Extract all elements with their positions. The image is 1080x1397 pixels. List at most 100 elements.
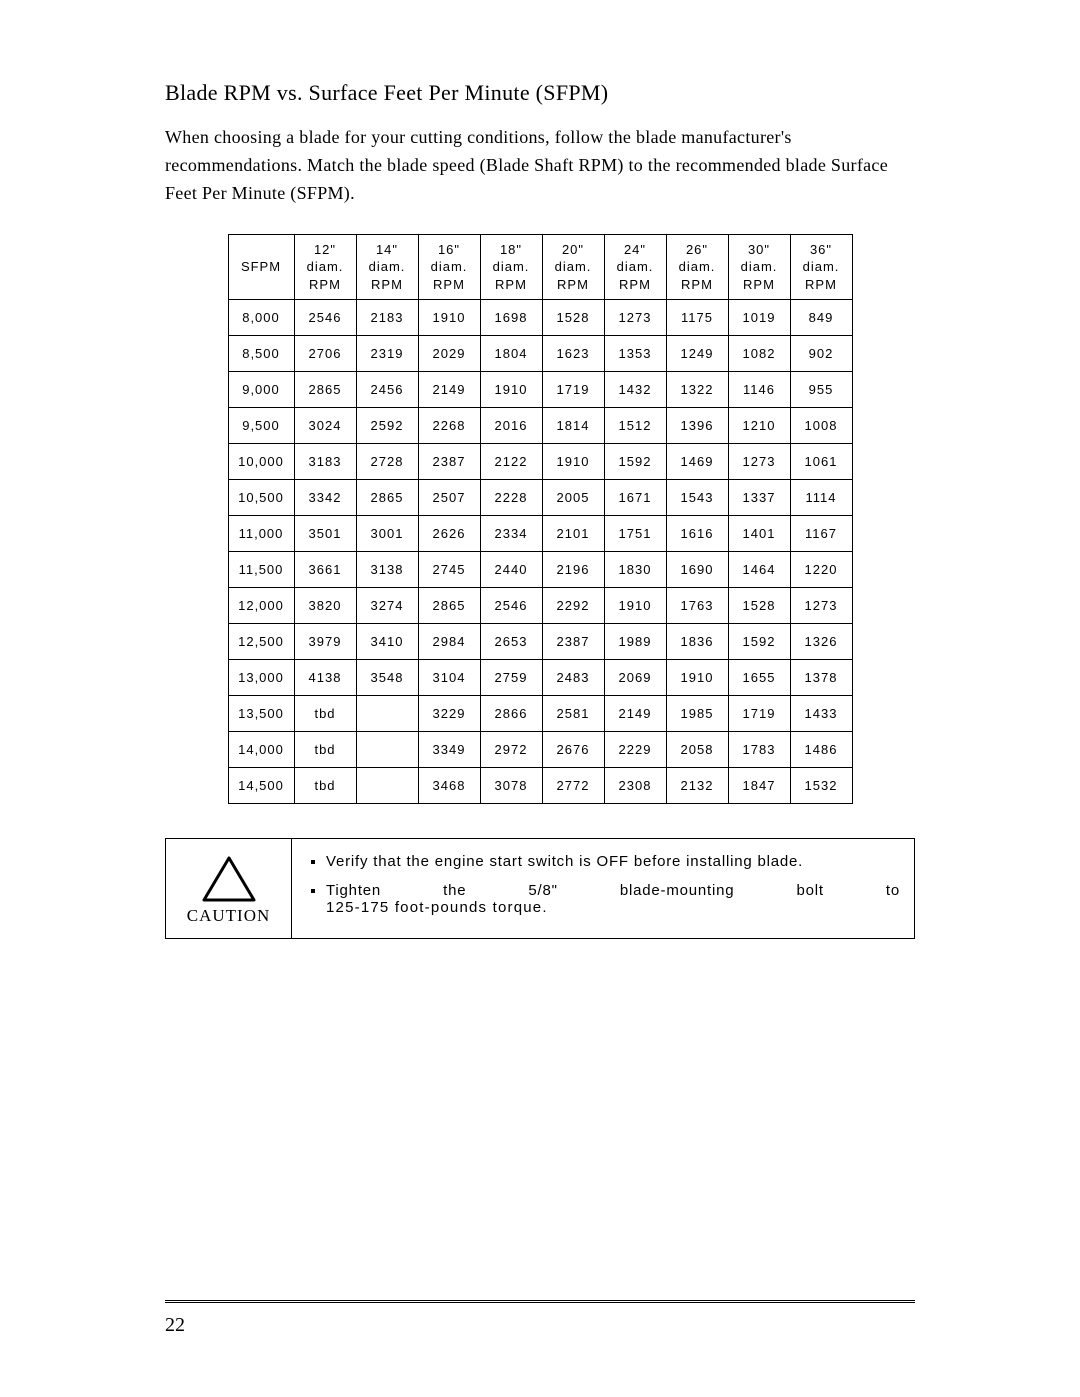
cell-rpm: 1910 [666, 660, 728, 696]
cell-sfpm: 11,500 [228, 552, 294, 588]
cell-rpm: 1910 [480, 372, 542, 408]
cell-rpm: 2101 [542, 516, 604, 552]
cell-rpm: 1432 [604, 372, 666, 408]
cell-rpm: 1719 [728, 696, 790, 732]
section-heading: Blade RPM vs. Surface Feet Per Minute (S… [165, 80, 915, 106]
cell-rpm: 1698 [480, 300, 542, 336]
cell-rpm: 1210 [728, 408, 790, 444]
table-row: 14,000tbd3349297226762229205817831486 [228, 732, 852, 768]
cell-rpm: 2865 [294, 372, 356, 408]
cell-rpm: 1322 [666, 372, 728, 408]
cell-rpm: 2972 [480, 732, 542, 768]
cell-rpm: 3468 [418, 768, 480, 804]
cell-rpm: 2016 [480, 408, 542, 444]
cell-rpm: 1804 [480, 336, 542, 372]
cell-rpm [356, 696, 418, 732]
table-row: 11,0003501300126262334210117511616140111… [228, 516, 852, 552]
cell-rpm: 1433 [790, 696, 852, 732]
cell-rpm: 2653 [480, 624, 542, 660]
cell-rpm: 2546 [294, 300, 356, 336]
cell-rpm: 1337 [728, 480, 790, 516]
table-row: 11,5003661313827452440219618301690146412… [228, 552, 852, 588]
cell-rpm: 2058 [666, 732, 728, 768]
col-header-diam: 24"diam.RPM [604, 234, 666, 300]
col-header-diam: 12"diam.RPM [294, 234, 356, 300]
cell-rpm: 2865 [356, 480, 418, 516]
cell-rpm: tbd [294, 696, 356, 732]
cell-rpm [356, 768, 418, 804]
cell-rpm: 3183 [294, 444, 356, 480]
table-row: 10,0003183272823872122191015921469127310… [228, 444, 852, 480]
col-header-diam: 30"diam.RPM [728, 234, 790, 300]
caution-text-cell: Verify that the engine start switch is O… [292, 839, 914, 938]
cell-rpm: 2772 [542, 768, 604, 804]
cell-rpm: 2440 [480, 552, 542, 588]
cell-rpm: 1167 [790, 516, 852, 552]
cell-rpm: 2319 [356, 336, 418, 372]
cell-rpm: 1469 [666, 444, 728, 480]
table-row: 10,5003342286525072228200516711543133711… [228, 480, 852, 516]
cell-rpm: 1847 [728, 768, 790, 804]
caution-box: CAUTION Verify that the engine start swi… [165, 838, 915, 939]
cell-rpm: 3820 [294, 588, 356, 624]
cell-rpm: 1690 [666, 552, 728, 588]
cell-rpm: 902 [790, 336, 852, 372]
caution-list: Verify that the engine start switch is O… [308, 853, 900, 916]
cell-rpm: 1532 [790, 768, 852, 804]
cell-rpm: 2149 [604, 696, 666, 732]
cell-rpm: 1061 [790, 444, 852, 480]
intro-paragraph: When choosing a blade for your cutting c… [165, 124, 915, 208]
table-row: 14,500tbd3468307827722308213218471532 [228, 768, 852, 804]
cell-sfpm: 10,500 [228, 480, 294, 516]
caution-label: CAUTION [187, 906, 271, 926]
cell-rpm: 1616 [666, 516, 728, 552]
cell-rpm: 955 [790, 372, 852, 408]
cell-rpm: 1326 [790, 624, 852, 660]
cell-rpm: 1512 [604, 408, 666, 444]
cell-rpm: 2483 [542, 660, 604, 696]
cell-rpm: 2456 [356, 372, 418, 408]
table-row: 8,50027062319202918041623135312491082902 [228, 336, 852, 372]
cell-rpm: 3024 [294, 408, 356, 444]
table-row: 9,00028652456214919101719143213221146955 [228, 372, 852, 408]
cell-rpm: 3410 [356, 624, 418, 660]
cell-rpm: 1910 [418, 300, 480, 336]
cell-rpm: 2706 [294, 336, 356, 372]
cell-rpm: 1082 [728, 336, 790, 372]
rpm-table: SFPM12"diam.RPM14"diam.RPM16"diam.RPM18"… [228, 234, 853, 805]
cell-rpm: 1763 [666, 588, 728, 624]
table-body: 8,00025462183191016981528127311751019849… [228, 300, 852, 804]
cell-rpm: 1114 [790, 480, 852, 516]
cell-rpm: 3979 [294, 624, 356, 660]
cell-sfpm: 13,000 [228, 660, 294, 696]
cell-rpm: 1830 [604, 552, 666, 588]
cell-rpm: 1836 [666, 624, 728, 660]
caution-icon-cell: CAUTION [166, 839, 292, 938]
cell-rpm: 1273 [728, 444, 790, 480]
cell-rpm: 2745 [418, 552, 480, 588]
cell-rpm: 2984 [418, 624, 480, 660]
cell-rpm: 1910 [604, 588, 666, 624]
cell-rpm: 1401 [728, 516, 790, 552]
cell-rpm: 2029 [418, 336, 480, 372]
footer-rule [165, 1300, 915, 1305]
cell-sfpm: 10,000 [228, 444, 294, 480]
cell-sfpm: 14,000 [228, 732, 294, 768]
cell-rpm: 1464 [728, 552, 790, 588]
cell-rpm: 2759 [480, 660, 542, 696]
cell-sfpm: 9,500 [228, 408, 294, 444]
col-header-diam: 14"diam.RPM [356, 234, 418, 300]
cell-rpm: 3104 [418, 660, 480, 696]
cell-rpm: 2626 [418, 516, 480, 552]
table-row: 9,50030242592226820161814151213961210100… [228, 408, 852, 444]
col-header-diam: 20"diam.RPM [542, 234, 604, 300]
cell-rpm: 1783 [728, 732, 790, 768]
caution-item: Verify that the engine start switch is O… [326, 853, 900, 870]
cell-rpm: 1543 [666, 480, 728, 516]
cell-rpm: 2387 [542, 624, 604, 660]
cell-rpm: 1528 [728, 588, 790, 624]
cell-rpm: 1910 [542, 444, 604, 480]
cell-rpm: 2268 [418, 408, 480, 444]
cell-rpm: 2676 [542, 732, 604, 768]
col-header-diam: 26"diam.RPM [666, 234, 728, 300]
